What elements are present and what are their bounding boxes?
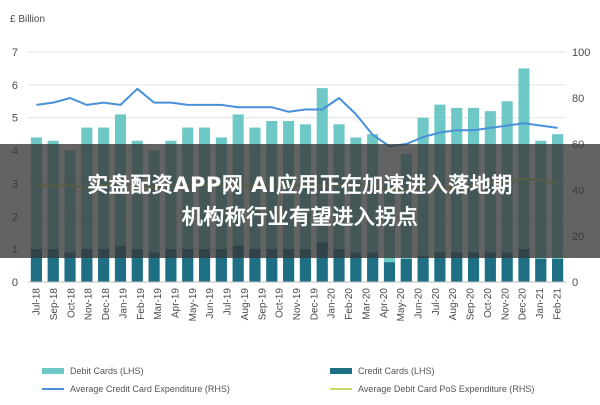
bar-credit-cards	[383, 262, 396, 282]
x-tick-label: Nov-20	[500, 288, 511, 321]
legend-item-debit-cards: Debit Cards (LHS)	[42, 366, 144, 376]
legend-label-avg-debit-pos: Average Debit Card PoS Expenditure (RHS)	[358, 384, 535, 394]
bar-credit-cards	[30, 249, 42, 282]
bar-credit-cards	[467, 252, 480, 282]
headline-overlay: 实盘配资APP网 AI应用正在加速进入落地期 机构称行业有望进入拐点	[0, 144, 600, 258]
legend-label-avg-credit: Average Credit Card Expenditure (RHS)	[70, 384, 230, 394]
bar-credit-cards	[249, 249, 261, 282]
bar-credit-cards	[451, 252, 463, 282]
headline-line-2: 机构称行业有望进入拐点	[181, 205, 419, 229]
headline-line-1: 实盘配资APP网 AI应用正在加速进入落地期	[87, 173, 513, 197]
legend-item-avg-debit-pos: Average Debit Card PoS Expenditure (RHS)	[330, 384, 534, 394]
x-tick-label: Oct-18	[66, 288, 77, 318]
bar-credit-cards	[64, 252, 76, 282]
x-tick-label: Nov-19	[292, 288, 303, 321]
bar-credit-cards	[299, 249, 311, 282]
x-tick-label: Jun-20	[413, 288, 424, 319]
y-left-tick-label: 6	[12, 80, 18, 92]
x-tick-label: Aug-19	[240, 288, 251, 321]
bar-credit-cards	[215, 249, 227, 282]
x-tick-label: Dec-18	[101, 288, 112, 321]
bar-credit-cards	[333, 249, 345, 282]
bar-credit-cards	[131, 249, 143, 282]
x-tick-label: Oct-19	[275, 288, 286, 318]
bar-credit-cards	[434, 252, 446, 282]
legend-item-credit-cards: Credit Cards (LHS)	[330, 366, 435, 376]
x-tick-label: May-20	[396, 288, 407, 322]
bar-credit-cards	[417, 255, 429, 282]
x-tick-label: Sep-20	[466, 288, 477, 321]
x-tick-label: Jul-18	[32, 288, 43, 316]
x-tick-label: Jan-19	[118, 288, 129, 319]
x-tick-label: Mar-20	[361, 288, 372, 320]
y-right-tick-label: 0	[572, 277, 578, 289]
x-tick-label: May-19	[188, 288, 199, 322]
bar-credit-cards	[198, 249, 211, 282]
bar-credit-cards	[283, 249, 295, 282]
x-tick-label: Oct-20	[483, 288, 494, 318]
x-tick-label: Jan-21	[535, 288, 546, 319]
legend-item-avg-credit: Average Credit Card Expenditure (RHS)	[42, 384, 230, 394]
y-left-unit-label: £ Billion	[10, 14, 45, 25]
bar-credit-cards	[535, 259, 547, 282]
x-tick-label: Dec-20	[518, 288, 529, 321]
y-left-tick-label: 0	[12, 277, 18, 289]
bar-credit-cards	[47, 249, 59, 282]
bar-credit-cards	[232, 245, 244, 282]
x-tick-label: Sep-18	[49, 288, 60, 321]
x-tick-label: Apr-19	[171, 288, 182, 318]
bar-credit-cards	[484, 252, 496, 282]
line-avg-credit-expenditure	[36, 87, 558, 148]
bar-credit-cards	[148, 252, 160, 282]
legend-swatch-avg-credit	[42, 388, 64, 390]
x-tick-label: Dec-19	[309, 288, 320, 321]
y-left-tick-label: 5	[12, 113, 18, 125]
x-tick-label: Feb-21	[552, 288, 563, 320]
y-left-tick-label: 7	[12, 47, 18, 59]
x-tick-label: Nov-18	[84, 288, 95, 321]
bar-credit-cards	[518, 249, 530, 282]
bar-credit-cards	[316, 242, 328, 282]
legend-label-credit-cards: Credit Cards (LHS)	[358, 366, 435, 376]
legend-swatch-credit-cards	[330, 368, 352, 374]
bar-credit-cards	[165, 249, 177, 282]
x-tick-label: Sep-19	[257, 288, 268, 321]
bar-credit-cards	[98, 249, 110, 282]
bar-credit-cards	[114, 245, 127, 282]
legend-swatch-avg-debit-pos	[330, 388, 352, 390]
x-tick-label: Mar-19	[153, 288, 164, 320]
x-tick-label: Apr-20	[379, 288, 390, 318]
bar-credit-cards	[400, 259, 412, 282]
bar-credit-cards	[552, 259, 564, 282]
x-tick-label: Jan-20	[327, 288, 338, 319]
y-right-tick-label: 100	[572, 47, 590, 59]
legend: Debit Cards (LHS) Credit Cards (LHS) Ave…	[0, 358, 600, 400]
y-right-tick-label: 80	[572, 93, 584, 105]
x-tick-label: Aug-20	[448, 288, 459, 321]
bar-credit-cards	[367, 252, 379, 282]
bar-credit-cards	[350, 252, 362, 282]
bar-credit-cards	[81, 249, 93, 282]
legend-label-debit-cards: Debit Cards (LHS)	[70, 366, 144, 376]
x-tick-label: Jul-20	[431, 288, 442, 316]
legend-swatch-debit-cards	[42, 368, 64, 374]
x-tick-label: Feb-19	[136, 288, 147, 320]
x-tick-label: Feb-20	[344, 288, 355, 320]
bar-credit-cards	[182, 249, 194, 282]
x-tick-label: Jun-19	[205, 288, 216, 319]
bar-credit-cards	[266, 249, 278, 282]
bar-credit-cards	[501, 252, 513, 282]
x-axis: Jul-18 Sep-18 Oct-18 Nov-18 Dec-18 Jan-19 Feb-…	[28, 281, 566, 322]
x-tick-label: Jul-19	[223, 288, 234, 316]
